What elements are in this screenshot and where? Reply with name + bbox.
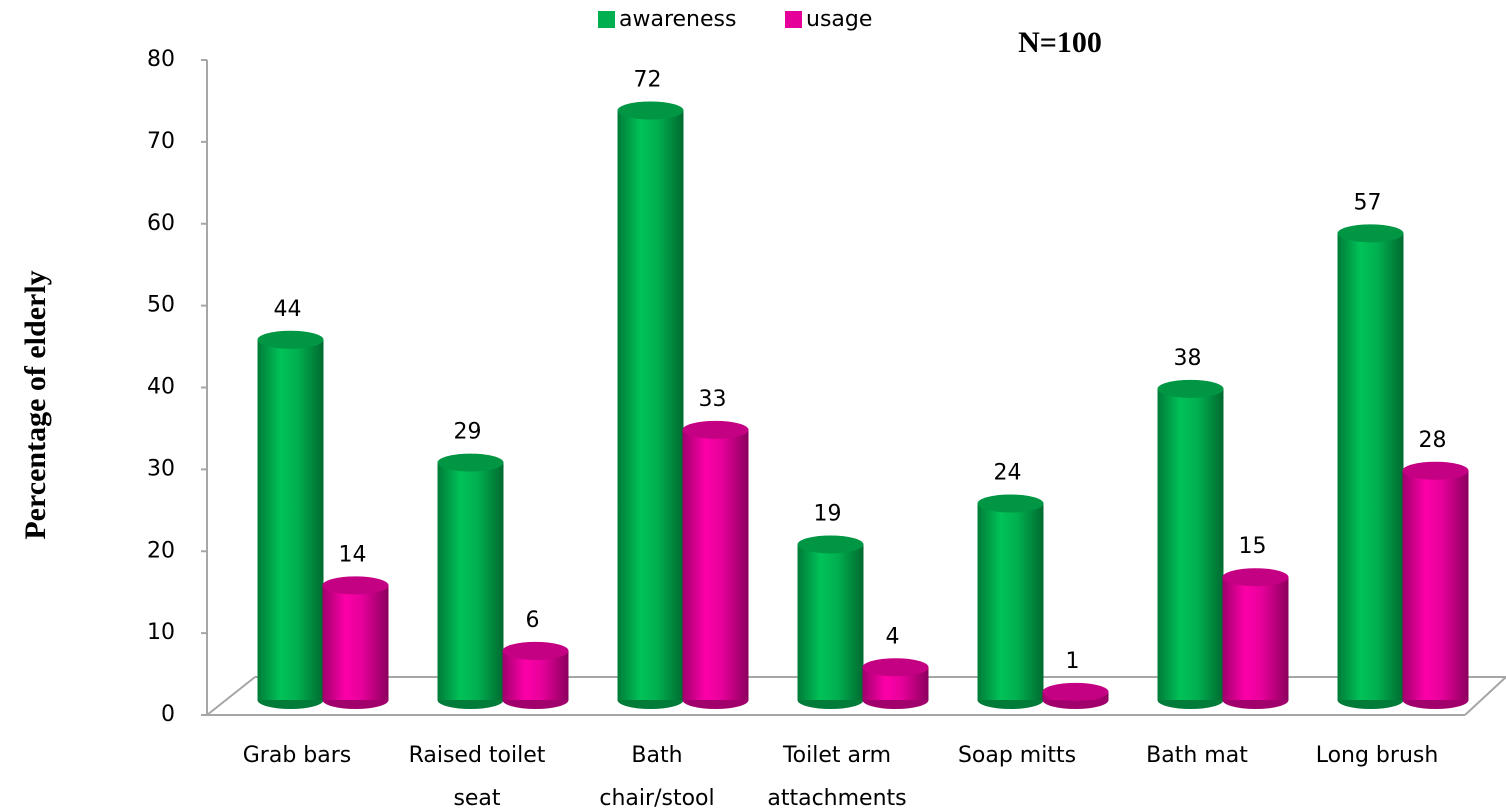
y-tick-label: 30: [147, 456, 175, 481]
y-tick-label: 60: [147, 211, 175, 236]
bar-top: [1222, 568, 1289, 587]
data-label: 33: [699, 387, 727, 412]
x-tick-label: Bath mat: [1146, 743, 1248, 768]
x-tick-label: Soap mitts: [958, 743, 1076, 768]
bar-top: [437, 453, 504, 472]
y-tick-label: 50: [147, 293, 175, 318]
data-label: 29: [454, 420, 482, 445]
bar: [1337, 233, 1404, 700]
bar: [322, 585, 389, 700]
bar: [977, 503, 1044, 700]
legend-label: usage: [806, 7, 872, 32]
bar-top: [977, 494, 1044, 513]
bar: [1402, 470, 1469, 700]
data-label: 28: [1419, 428, 1447, 453]
data-label: 4: [886, 624, 900, 649]
bar: [797, 544, 864, 700]
bar-top: [322, 576, 389, 595]
data-label: 14: [339, 542, 367, 567]
bar: [682, 429, 749, 700]
bar: [1222, 577, 1289, 700]
y-tick-label: 10: [147, 620, 175, 645]
y-tick-label: 0: [161, 702, 175, 727]
bar-top: [1337, 224, 1404, 243]
y-axis-label: Percentage of elderly: [19, 270, 52, 539]
bar: [257, 339, 324, 700]
legend-label: awareness: [619, 7, 736, 32]
bar-top: [257, 330, 324, 349]
y-tick-label: 20: [147, 538, 175, 563]
bar-top: [862, 658, 929, 677]
x-tick-label: Long brush: [1316, 743, 1439, 768]
data-label: 44: [274, 297, 302, 322]
data-label: 15: [1239, 534, 1267, 559]
y-tick-label: 70: [147, 129, 175, 154]
data-label: 1: [1066, 649, 1080, 674]
legend-swatch: [785, 11, 802, 28]
bar-top: [617, 101, 684, 120]
legend-swatch: [598, 11, 615, 28]
data-label: 57: [1354, 190, 1382, 215]
y-tick-label: 80: [147, 47, 175, 72]
data-label: 6: [526, 608, 540, 633]
x-tick-label: Raised toilet seat: [409, 743, 546, 811]
x-tick-label: Bath chair/stool: [599, 743, 714, 811]
bar-top: [1157, 379, 1224, 398]
x-tick-label: Grab bars: [243, 743, 352, 768]
x-tick-label: Toilet arm attachments: [767, 743, 906, 811]
data-label: 19: [814, 501, 842, 526]
bar-top: [682, 420, 749, 439]
y-tick-label: 40: [147, 375, 175, 400]
bar-top: [502, 641, 569, 660]
bar: [1157, 388, 1224, 700]
bar: [617, 110, 684, 700]
data-label: 24: [994, 461, 1022, 486]
bar-top: [1042, 682, 1109, 701]
bar-top: [1402, 461, 1469, 480]
annotation: N=100: [1018, 26, 1102, 59]
bar: [437, 462, 504, 700]
data-label: 72: [634, 68, 662, 93]
data-label: 38: [1174, 346, 1202, 371]
bar-top: [797, 535, 864, 554]
